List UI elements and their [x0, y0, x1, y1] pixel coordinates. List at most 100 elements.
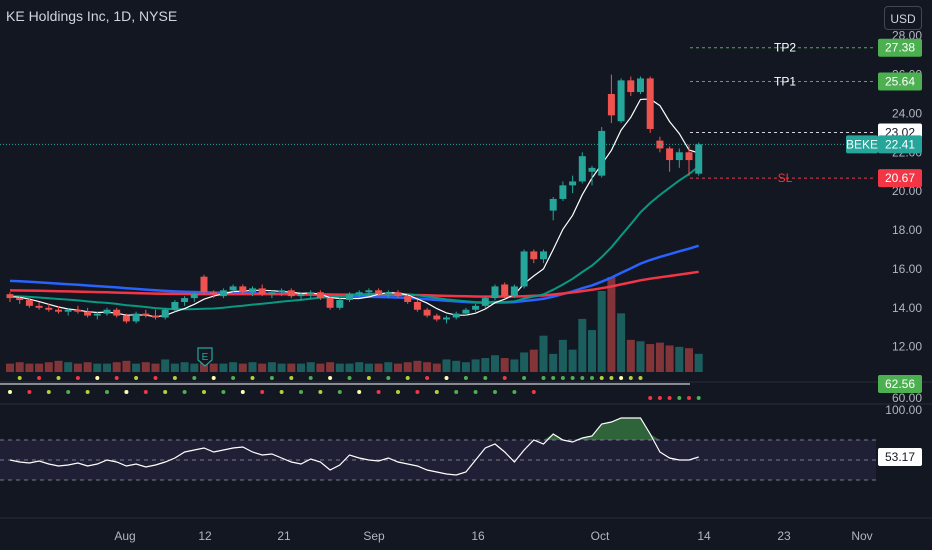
candle-body	[229, 286, 237, 291]
level-label: SL	[778, 171, 793, 185]
osc-overbought-fill	[10, 418, 699, 440]
candle-body	[540, 251, 547, 260]
signal-dot	[269, 376, 274, 380]
level-label: TP2	[774, 41, 796, 55]
volume-bar	[73, 363, 82, 372]
candle-body	[219, 290, 227, 297]
volume-bar	[345, 363, 354, 372]
signal-dot	[463, 376, 468, 380]
volume-bar	[277, 363, 286, 372]
volume-bar	[510, 359, 519, 372]
volume-bar	[335, 363, 344, 372]
volume-bar	[355, 362, 364, 372]
candle-body	[16, 298, 24, 301]
price-tick-label: 20.00	[892, 184, 922, 198]
signal-dot	[56, 376, 61, 380]
candle-body	[578, 156, 586, 182]
volume-bar	[6, 363, 14, 372]
signal-dot	[143, 390, 148, 394]
candle-body	[6, 294, 14, 299]
volume-bar	[694, 353, 703, 372]
ma-white-line	[9, 98, 699, 318]
signal-dot	[289, 376, 294, 380]
volume-bar	[384, 362, 393, 372]
volume-bar	[665, 345, 674, 372]
volume-bar	[306, 362, 315, 372]
signal-dot	[163, 390, 168, 394]
time-tick-label: 14	[697, 529, 711, 543]
candle-body	[132, 313, 140, 322]
time-tick-label: Aug	[114, 529, 135, 543]
dots-badge	[878, 375, 922, 393]
candle-body	[287, 290, 295, 297]
signal-dot	[202, 390, 206, 394]
candle-body	[64, 309, 72, 312]
volume-bar	[141, 362, 150, 372]
volume-bar	[200, 362, 208, 372]
symbol-badge	[846, 135, 878, 154]
candle-body	[239, 286, 247, 293]
candle-body	[627, 80, 635, 93]
volume-bar	[461, 362, 470, 372]
candle-body	[74, 309, 82, 312]
signal-dot	[347, 376, 352, 380]
volume-bar	[558, 339, 567, 372]
candle-body	[394, 292, 402, 297]
volume-bar	[481, 358, 490, 372]
signal-dot	[357, 390, 362, 394]
candle-body	[258, 288, 266, 295]
volume-bar	[442, 359, 451, 372]
signal-dot	[434, 390, 439, 394]
candle-body	[249, 288, 256, 293]
signal-dot	[551, 376, 556, 380]
signal-dot	[134, 376, 139, 380]
signal-dot	[522, 376, 527, 380]
currency-button[interactable]: USD	[884, 6, 922, 30]
osc-badge	[878, 448, 922, 466]
candle-body	[675, 152, 683, 161]
level-label: TP1	[774, 75, 796, 89]
signal-dot	[405, 376, 410, 380]
osc-line	[9, 417, 699, 476]
candle-body	[588, 167, 596, 172]
volume-bar	[588, 330, 596, 372]
signal-dot	[182, 390, 187, 394]
candle-body	[617, 80, 625, 122]
earnings-icon	[197, 347, 213, 367]
candle-body	[45, 307, 53, 310]
signal-dot	[609, 376, 614, 380]
signal-dot	[172, 376, 177, 380]
candle-body	[346, 294, 353, 301]
signal-dot	[599, 376, 604, 380]
time-tick-label: Sep	[363, 529, 385, 543]
volume-bar	[35, 363, 44, 372]
volume-bar	[529, 349, 538, 372]
volume-bar	[655, 342, 664, 372]
candle-body	[646, 78, 654, 129]
volume-bar	[297, 363, 305, 372]
signal-dot	[318, 390, 323, 394]
chart-title: KE Holdings Inc, 1D, NYSE	[6, 8, 178, 24]
ma-green-line	[9, 165, 700, 311]
signal-dot	[454, 390, 459, 394]
candle-body	[210, 292, 218, 295]
signal-dot	[124, 390, 129, 394]
volume-bar	[413, 360, 422, 372]
signal-dot	[240, 390, 245, 394]
candle-body	[695, 144, 703, 174]
volume-bar	[568, 349, 577, 372]
candle-body	[336, 300, 344, 308]
candle-body	[190, 294, 198, 299]
signal-dot	[628, 376, 633, 380]
signal-dot	[37, 376, 42, 380]
signal-dot	[560, 376, 565, 380]
volume-bar	[83, 362, 92, 372]
signal-dot	[619, 376, 624, 380]
signal-dot	[114, 376, 119, 380]
price-tick-label: 18.00	[892, 223, 922, 237]
candle-body	[113, 309, 121, 316]
signal-dot	[105, 390, 109, 394]
volume-bar	[219, 363, 228, 372]
candle-body	[530, 251, 538, 260]
